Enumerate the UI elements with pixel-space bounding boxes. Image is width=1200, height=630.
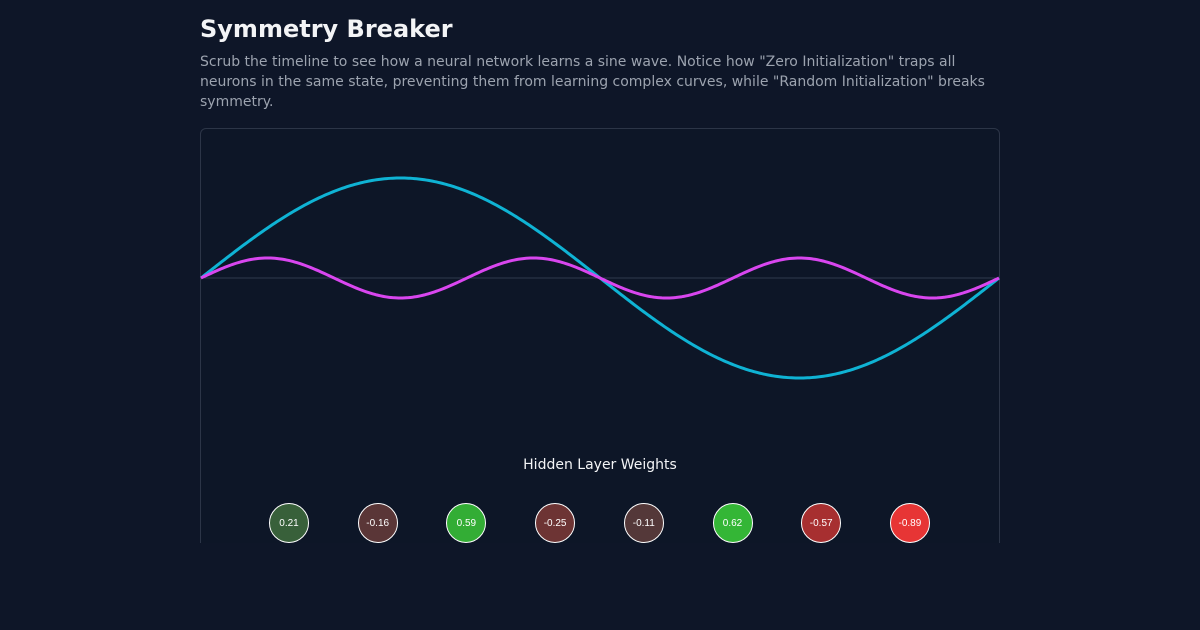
weight-value: 0.21: [279, 517, 299, 529]
weight-node[interactable]: -0.11: [623, 503, 664, 543]
series-layer: [200, 176, 1000, 380]
weight-node[interactable]: -0.57: [801, 503, 842, 543]
page-description: Scrub the timeline to see how a neural n…: [200, 54, 985, 110]
weight-node[interactable]: -0.16: [357, 503, 398, 543]
weight-value: -0.16: [366, 517, 390, 529]
hidden-layer-weights-label: Hidden Layer Weights: [523, 457, 677, 473]
weight-value: -0.57: [809, 517, 833, 529]
weight-value: 0.59: [456, 517, 477, 529]
visualization-viewport: Hidden Layer Weights 0.21 -0.16 0.59 -0.25 -…: [200, 128, 1000, 543]
sine-wave-chart: [200, 176, 1000, 380]
weight-value: 0.62: [722, 517, 743, 529]
weight-node[interactable]: 0.62: [712, 503, 753, 543]
weight-node[interactable]: -0.25: [535, 503, 576, 543]
page-title: Symmetry Breaker: [200, 15, 453, 43]
weight-node[interactable]: 0.21: [269, 503, 309, 543]
weight-node[interactable]: -0.89: [889, 503, 930, 543]
visualization-panel: [200, 128, 1000, 543]
weight-value: -0.11: [632, 517, 655, 529]
weight-value: -0.25: [543, 517, 567, 529]
weight-node[interactable]: 0.59: [446, 503, 487, 543]
series-line-2: [200, 256, 1000, 300]
weight-value: -0.89: [898, 517, 922, 529]
